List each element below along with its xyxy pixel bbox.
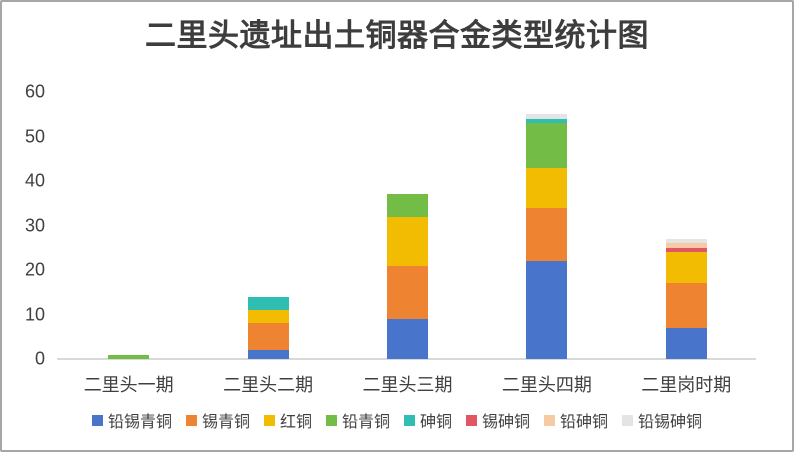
bar-segment: [666, 248, 707, 252]
bar-segment: [248, 323, 289, 350]
bar-segment: [387, 217, 428, 266]
legend-item: 锡砷铜: [466, 408, 530, 432]
legend-label: 锡砷铜: [482, 414, 531, 431]
legend-item: 铅锡砷铜: [622, 408, 702, 432]
legend-swatch: [404, 414, 415, 426]
bar-segment: [666, 243, 707, 248]
x-axis-category-label: 二里头三期: [362, 375, 453, 395]
legend-label: 砷铜: [420, 414, 453, 431]
legend-item: 砷铜: [404, 408, 452, 432]
plot-area: [57, 92, 756, 360]
legend-swatch: [622, 414, 634, 426]
legend-label: 铅青铜: [341, 414, 390, 431]
bar-segment: [666, 328, 707, 359]
bar-segment: [387, 194, 428, 217]
legend-label: 锡青铜: [201, 414, 250, 431]
y-axis-tick-label: 20: [24, 259, 45, 280]
y-axis-tick-label: 60: [24, 81, 45, 102]
bar-segment: [248, 310, 289, 323]
y-axis-tick-label: 50: [24, 126, 45, 146]
y-axis: 0 10 20 30 40 50 60: [2, 82, 48, 369]
chart-title: 二里头遗址出土铜器合金类型统计图: [145, 18, 649, 53]
legend-item: 铅锡青铜: [91, 408, 172, 432]
bar-segment: [248, 350, 289, 359]
bar-segment: [387, 319, 428, 359]
y-axis-tick-label: 30: [24, 215, 45, 235]
legend-label: 铅砷铜: [560, 414, 609, 431]
bar-segment: [248, 297, 289, 310]
bar-segment: [526, 123, 567, 168]
legend-swatch: [544, 414, 556, 426]
legend-swatch: [466, 414, 478, 426]
legend: 铅锡青铜 锡青铜 红铜 铅青铜 砷铜 锡砷铜 铅砷铜 铅锡砷铜: [2, 408, 792, 432]
x-axis-line: [57, 358, 756, 360]
legend-item: 锡青铜: [185, 408, 250, 432]
bar-segment: [666, 283, 707, 328]
legend-swatch: [263, 414, 275, 426]
y-axis-tick-label: 10: [24, 304, 45, 324]
bar-segment: [387, 266, 428, 319]
y-axis-tick-label: 0: [34, 348, 45, 369]
legend-item: 铅砷铜: [544, 408, 608, 432]
x-axis-category-label: 二里头一期: [83, 375, 174, 395]
bar-segment: [526, 208, 567, 261]
x-axis-category-label: 二里头二期: [223, 375, 314, 395]
x-axis-labels: 二里头一期 二里头二期 二里头三期 二里头四期 二里岗时期: [59, 371, 756, 395]
x-axis-category-label: 二里岗时期: [641, 375, 732, 395]
legend-swatch: [91, 414, 103, 426]
bar-segment: [526, 168, 567, 208]
y-axis-tick-label: 40: [24, 170, 45, 191]
bar-segment: [526, 114, 567, 119]
legend-item: 铅青铜: [325, 408, 390, 432]
bar-segment: [666, 252, 707, 283]
x-axis-category-label: 二里头四期: [501, 375, 592, 395]
legend-item: 红铜: [263, 408, 312, 432]
bar-segment: [666, 239, 707, 243]
bar-segment: [526, 119, 567, 123]
legend-swatch: [185, 414, 197, 426]
legend-label: 铅锡青铜: [107, 414, 172, 431]
bar-segment: [108, 355, 149, 359]
legend-swatch: [325, 414, 337, 426]
legend-label: 红铜: [279, 414, 312, 431]
bar-segment: [526, 261, 567, 359]
legend-label: 铅锡砷铜: [638, 414, 703, 431]
